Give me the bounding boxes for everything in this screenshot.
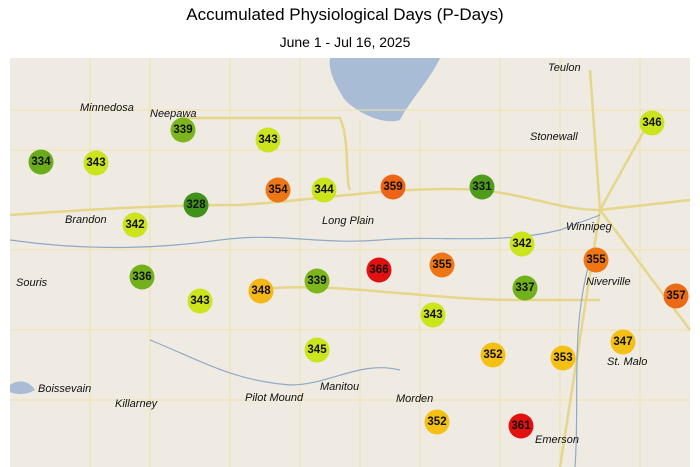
station-value: 345	[307, 344, 327, 356]
station-value: 366	[369, 264, 388, 276]
station-marker	[420, 302, 446, 328]
place-label: Pilot Mound	[245, 392, 304, 404]
station-marker	[639, 110, 665, 136]
place-label: Winnipeg	[566, 221, 613, 233]
station-marker	[28, 149, 54, 175]
station-value: 352	[427, 416, 446, 428]
station-marker	[248, 278, 274, 304]
station-marker	[380, 174, 406, 200]
station-marker	[83, 150, 109, 176]
station-value: 331	[472, 181, 492, 193]
station-value: 339	[173, 124, 192, 136]
station-value: 343	[86, 157, 105, 169]
station-marker	[509, 231, 535, 257]
station-marker	[480, 342, 506, 368]
station-value: 346	[642, 117, 661, 129]
station-marker	[469, 174, 495, 200]
subtitle: June 1 - Jul 16, 2025	[280, 34, 411, 50]
station-value: 359	[383, 181, 402, 193]
station-value: 355	[432, 259, 452, 271]
station-value: 354	[268, 184, 288, 196]
station-value: 353	[553, 352, 572, 364]
place-label: Minnedosa	[80, 102, 134, 114]
station-marker	[512, 275, 538, 301]
place-label: Niverville	[586, 276, 631, 288]
place-label: Stonewall	[530, 131, 578, 143]
station-value: 336	[132, 271, 151, 283]
station-marker	[255, 127, 281, 153]
station-value: 339	[307, 275, 326, 287]
place-label: Neepawa	[150, 108, 196, 120]
place-label: Manitou	[320, 381, 359, 393]
station-value: 343	[190, 295, 209, 307]
station-value: 344	[314, 184, 334, 196]
station-value: 355	[586, 254, 606, 266]
station-value: 328	[186, 199, 206, 211]
station-value: 343	[258, 134, 277, 146]
place-label: Long Plain	[322, 215, 374, 227]
station-marker	[429, 252, 455, 278]
station-marker	[304, 337, 330, 363]
station-marker	[304, 268, 330, 294]
station-value: 334	[31, 156, 51, 168]
place-label: Brandon	[65, 214, 107, 226]
station-marker	[170, 117, 196, 143]
station-value: 348	[251, 285, 271, 297]
station-marker	[265, 177, 291, 203]
station-value: 352	[483, 349, 502, 361]
station-marker	[183, 192, 209, 218]
station-value: 342	[512, 238, 531, 250]
station-value: 342	[125, 219, 144, 231]
station-marker	[663, 283, 689, 309]
station-value: 337	[515, 282, 534, 294]
station-marker	[122, 212, 148, 238]
station-marker	[508, 413, 534, 439]
station-marker	[550, 345, 576, 371]
place-label: Morden	[396, 393, 433, 405]
station-marker	[187, 288, 213, 314]
place-label: St. Malo	[607, 356, 647, 368]
station-value: 361	[511, 420, 531, 432]
place-label: Boissevain	[38, 383, 91, 395]
station-marker	[424, 409, 450, 435]
title: Accumulated Physiological Days (P-Days)	[186, 5, 503, 24]
station-value: 343	[423, 309, 442, 321]
place-label: Souris	[16, 277, 48, 289]
station-marker	[366, 257, 392, 283]
station-value: 347	[613, 336, 632, 348]
place-label: Killarney	[115, 398, 159, 410]
place-label: Emerson	[535, 434, 579, 446]
station-marker	[311, 177, 337, 203]
station-marker	[583, 247, 609, 273]
station-marker	[610, 329, 636, 355]
station-marker	[129, 264, 155, 290]
station-value: 357	[666, 290, 685, 302]
place-label: Teulon	[548, 62, 581, 74]
basemap	[9, 58, 691, 467]
